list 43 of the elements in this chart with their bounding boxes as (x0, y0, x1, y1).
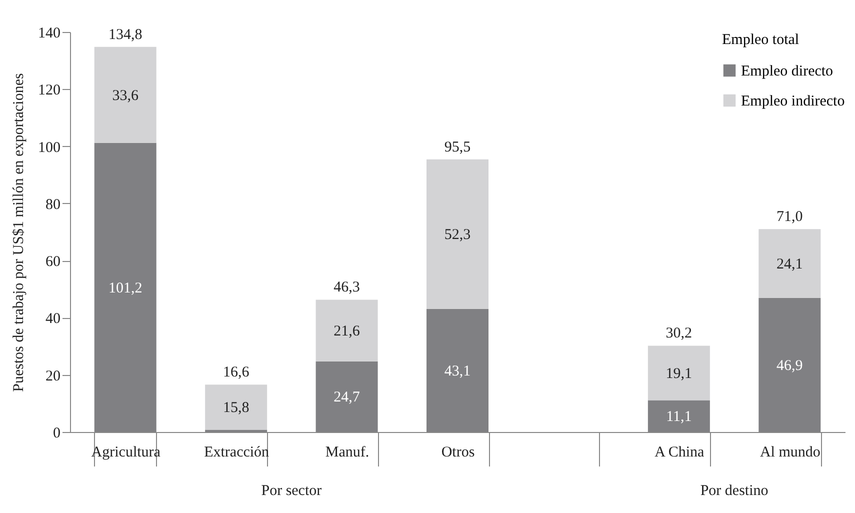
data-label: 24,1 (776, 256, 803, 273)
x-tick-label: Al mundo (760, 444, 820, 460)
data-label: 21,6 (334, 324, 360, 340)
y-tick-label: 120 (38, 82, 60, 99)
y-axis-title: Puestos de trabajo por US$1 millón en exportaciones (11, 73, 27, 392)
data-label: 15,8 (222, 400, 250, 416)
total-label: 16,6 (222, 364, 250, 381)
data-label: 11,1 (666, 409, 692, 426)
total-label: 71,0 (776, 209, 803, 226)
total-label: 46,3 (334, 280, 360, 296)
data-label: 43,1 (444, 363, 471, 380)
data-label: 33,6 (112, 88, 139, 104)
total-label: 95,5 (444, 139, 471, 156)
text: Por destino (700, 483, 768, 499)
bar (648, 346, 710, 400)
data-label: 24,7 (334, 390, 360, 406)
y-tick-label: 60 (46, 254, 60, 270)
y-tick-label: 100 (38, 140, 60, 156)
legend-label: Empleo directo (741, 64, 834, 80)
data-label: 101,2 (108, 280, 142, 296)
legend-label: Empleo indirecto (741, 94, 845, 110)
x-tick-label: A China (654, 444, 705, 460)
y-tick-label: 80 (46, 196, 60, 213)
bar (94, 46, 156, 143)
bar (758, 229, 821, 298)
bar (426, 159, 488, 309)
total-label: 134,8 (108, 26, 142, 43)
y-tick-label: 40 (46, 311, 60, 328)
total-label: 30,2 (666, 326, 692, 342)
text: Por sector (261, 483, 322, 499)
x-tick-label: Agricultura (91, 444, 161, 460)
bar (205, 384, 268, 430)
x-tick-label: Otros (441, 444, 475, 460)
data-label: 46,9 (776, 358, 803, 374)
y-tick-label: 20 (46, 368, 60, 384)
x-tick-label: Manuf. (325, 444, 370, 460)
y-tick-label: 140 (38, 26, 60, 42)
y-tick-label: 0 (53, 426, 60, 442)
data-label: 52,3 (444, 227, 471, 244)
data-label: 19,1 (666, 366, 692, 382)
x-tick-label: Extracción (204, 444, 270, 460)
bar (316, 300, 378, 362)
legend-title: Empleo total (722, 32, 800, 48)
